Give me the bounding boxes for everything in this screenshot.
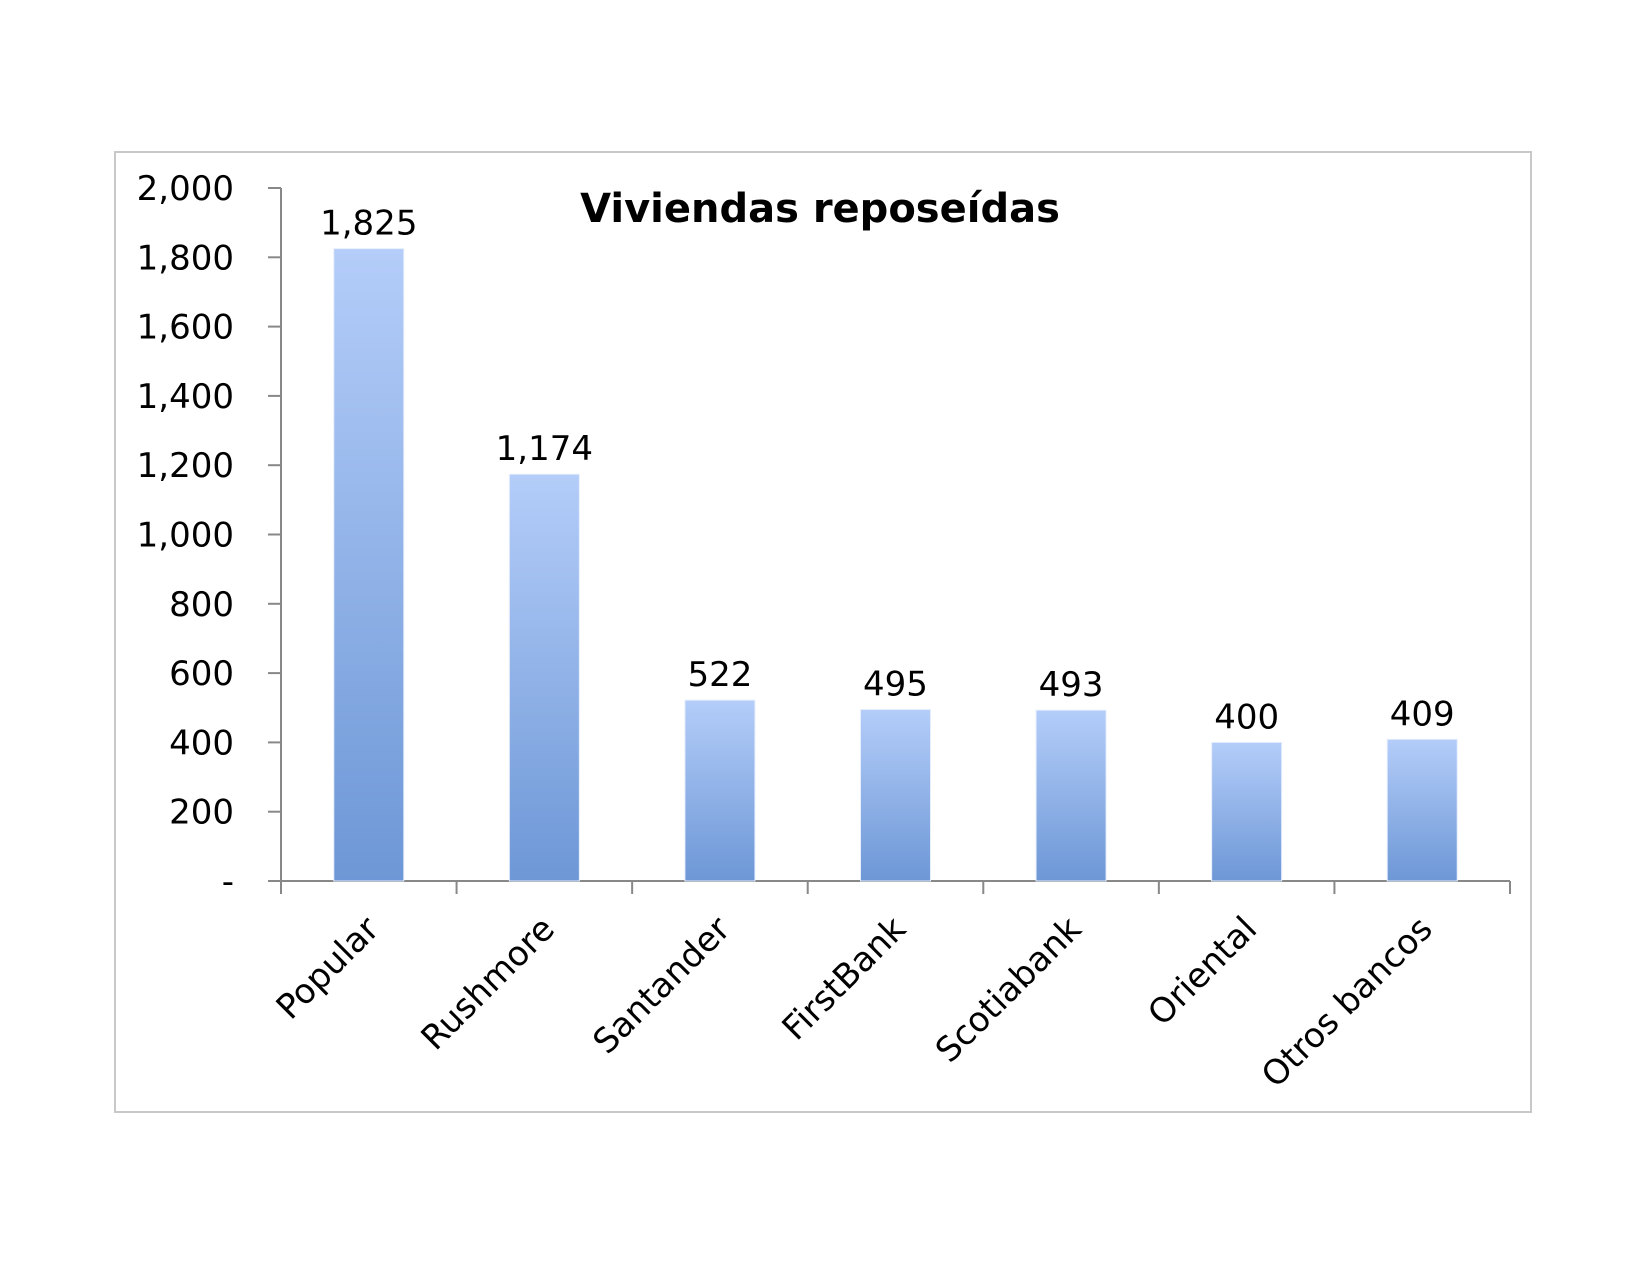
y-tick-label: 1,200	[137, 446, 234, 486]
bar-scotiabank	[1035, 709, 1107, 882]
x-category-label: Oriental	[1140, 909, 1265, 1034]
data-label: 400	[1214, 697, 1279, 737]
x-category-label: Otros bancos	[1254, 909, 1441, 1096]
y-tick-label: 800	[169, 585, 234, 625]
y-tick-label: 600	[169, 654, 234, 694]
x-category-label: FirstBank	[775, 909, 914, 1048]
bar-oriental	[1211, 741, 1283, 882]
chart-title: Viviendas reposeídas	[580, 186, 1060, 232]
y-tick-label: 2,000	[137, 169, 234, 209]
data-label: 522	[687, 655, 752, 695]
x-category-label: Rushmore	[414, 909, 563, 1058]
data-label: 1,174	[496, 429, 593, 469]
plot-area: - 200 400 600 800 1,000 1,200 1,400 1,600 1,800 2,…	[137, 169, 1511, 1096]
data-label: 1,825	[320, 204, 417, 244]
x-category-label: Santander	[585, 909, 738, 1062]
y-tick-label: 200	[169, 793, 234, 833]
y-tick-label: -	[222, 862, 234, 902]
y-tick-label: 1,800	[137, 238, 234, 278]
bar-popular	[333, 248, 405, 882]
y-tick-label: 1,400	[137, 377, 234, 417]
y-tick-label: 400	[169, 723, 234, 763]
bar-firstbank	[860, 708, 931, 882]
bar-otros-bancos	[1386, 738, 1458, 882]
x-category-label: Popular	[269, 909, 387, 1027]
data-label: 409	[1390, 694, 1455, 734]
data-label: 493	[1039, 665, 1104, 705]
data-label: 495	[863, 664, 928, 704]
y-tick-label: 1,000	[137, 516, 234, 556]
x-category-label: Scotiabank	[928, 909, 1090, 1071]
y-tick-label: 1,600	[137, 308, 234, 348]
bar-rushmore	[508, 473, 580, 882]
bar-santander	[684, 699, 756, 882]
